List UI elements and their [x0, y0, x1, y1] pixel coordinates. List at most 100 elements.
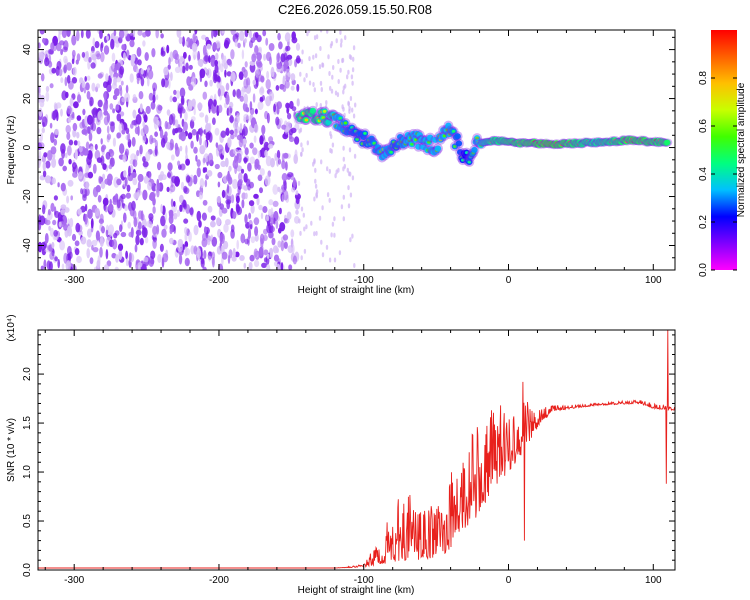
- noise-blob: [313, 158, 316, 164]
- x-tick-label: -100: [354, 275, 374, 286]
- noise-blob: [185, 62, 189, 72]
- colorbar-axes: 0.0 0.2 0.4 0.6 0.8: [698, 71, 737, 277]
- noise-blob: [66, 195, 70, 204]
- signal-core: [391, 140, 396, 144]
- noise-blob: [97, 195, 102, 203]
- noise-blob: [145, 151, 151, 162]
- noise-blob: [111, 252, 117, 259]
- noise-blob: [330, 41, 334, 46]
- colorbar-tick-label: 0.6: [698, 119, 709, 133]
- noise-blob: [342, 166, 345, 172]
- noise-blob: [210, 215, 216, 221]
- noise-blob: [192, 49, 198, 60]
- noise-blob: [131, 136, 136, 147]
- noise-blob: [90, 50, 96, 60]
- noise-blob: [177, 160, 181, 167]
- noise-blob: [243, 173, 248, 183]
- noise-blob: [315, 34, 319, 40]
- noise-blob: [257, 74, 263, 82]
- noise-blob: [184, 111, 188, 121]
- noise-blob: [328, 197, 331, 203]
- noise-blob: [204, 114, 209, 124]
- noise-blob: [100, 138, 103, 145]
- noise-blob: [268, 43, 275, 51]
- noise-blob: [235, 192, 240, 201]
- noise-blob: [71, 77, 78, 84]
- noise-blob: [154, 131, 159, 137]
- noise-blob: [339, 67, 342, 73]
- signal-core: [442, 134, 447, 138]
- noise-blob: [147, 69, 154, 80]
- noise-blob: [144, 52, 149, 61]
- noise-blob: [176, 209, 181, 217]
- noise-blob: [346, 74, 349, 80]
- x-tick-label: -200: [209, 275, 229, 286]
- noise-blob: [216, 81, 221, 89]
- noise-blob: [329, 131, 332, 137]
- noise-blob: [229, 129, 234, 135]
- noise-blob: [275, 85, 280, 91]
- noise-blob: [115, 193, 119, 200]
- noise-blob: [53, 195, 59, 201]
- noise-blob: [342, 194, 345, 200]
- noise-blob: [257, 174, 263, 182]
- noise-blob: [103, 91, 107, 102]
- noise-blob: [105, 151, 111, 160]
- y-tick-label: 0: [22, 144, 33, 150]
- noise-blob: [69, 97, 74, 107]
- noise-blob: [238, 72, 244, 79]
- noise-blob: [283, 218, 290, 224]
- noise-blob: [283, 60, 289, 69]
- noise-blob: [147, 76, 150, 87]
- noise-blob: [112, 137, 116, 147]
- noise-blob: [314, 178, 317, 184]
- noise-blob: [276, 62, 282, 70]
- signal-core: [467, 160, 472, 164]
- noise-blob: [76, 131, 80, 139]
- noise-blob: [211, 30, 214, 39]
- noise-blob: [203, 250, 207, 260]
- noise-blob: [166, 141, 171, 150]
- noise-blob: [45, 160, 51, 169]
- noise-blob: [152, 238, 157, 249]
- noise-blob: [337, 167, 340, 173]
- noise-blob: [102, 173, 106, 180]
- noise-blob: [228, 249, 233, 259]
- noise-blob: [227, 137, 232, 148]
- noise-blob: [171, 154, 175, 161]
- noise-blob: [136, 191, 140, 198]
- noise-blob: [249, 101, 253, 111]
- noise-blob: [74, 248, 80, 256]
- noise-blob: [343, 112, 346, 118]
- signal-core: [317, 119, 322, 123]
- noise-blob: [62, 165, 67, 172]
- noise-blob: [320, 239, 323, 245]
- noise-blob: [232, 159, 239, 170]
- noise-blob: [243, 113, 250, 120]
- noise-blob: [86, 239, 92, 248]
- noise-blob: [353, 153, 357, 159]
- noise-blob: [41, 127, 45, 134]
- noise-blob: [121, 97, 126, 103]
- noise-blob: [279, 118, 283, 125]
- noise-blob: [318, 64, 322, 70]
- noise-blob: [194, 30, 198, 35]
- noise-blob: [78, 171, 83, 180]
- noise-blob: [122, 154, 127, 163]
- noise-blob: [201, 238, 208, 248]
- signal-core: [464, 151, 469, 155]
- noise-blob: [112, 239, 118, 250]
- noise-blob: [278, 207, 282, 215]
- noise-blob: [203, 140, 208, 151]
- snr-axes: -300 -200 -100 0 100 0.0 0.5 1.0 1.5 2.0: [22, 330, 675, 586]
- noise-blob: [115, 40, 120, 48]
- y-tick-label: 0.0: [22, 563, 33, 577]
- noise-blob: [60, 182, 66, 192]
- noise-blob: [244, 61, 248, 68]
- noise-blob: [300, 151, 303, 157]
- noise-blob: [306, 31, 309, 37]
- noise-blob: [342, 216, 345, 222]
- noise-blob: [132, 109, 137, 119]
- noise-blob: [234, 251, 240, 258]
- y-tick-label: 40: [22, 44, 33, 56]
